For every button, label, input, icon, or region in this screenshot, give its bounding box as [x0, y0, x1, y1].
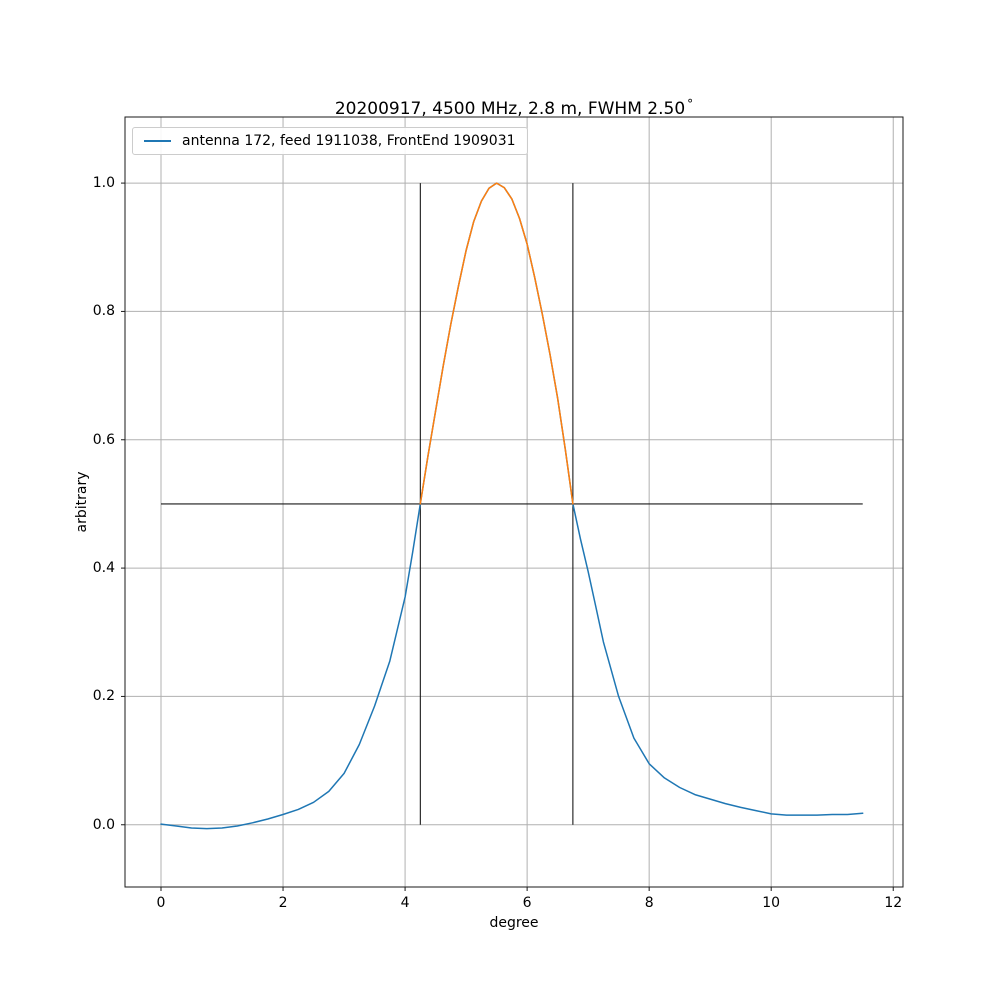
- x-tick-label: 0: [156, 895, 166, 911]
- beam-curve: [160, 182, 864, 830]
- x-tick-label: 12: [884, 895, 903, 911]
- chart-title: 20200917, 4500 MHz, 2.8 m, FWHM 2.50 °: [125, 94, 903, 119]
- x-tick-label: 2: [278, 895, 288, 911]
- y-tick-label: 0.6: [92, 431, 115, 448]
- y-tick-label: 0.8: [92, 303, 115, 320]
- x-tick-label: 10: [762, 895, 781, 911]
- y-axis-label-text: arbitrary: [74, 471, 90, 533]
- half-power-curve: [419, 182, 574, 505]
- y-tick-label: 0.2: [92, 688, 115, 705]
- chart-title-text: 20200917, 4500 MHz, 2.8 m, FWHM 2.50: [334, 99, 686, 119]
- x-axis-label: degree: [489, 915, 539, 931]
- legend: antenna 172, feed 1911038, FrontEnd 1909…: [132, 127, 528, 155]
- x-tick-label: 4: [400, 895, 410, 911]
- degree-symbol: °: [687, 97, 694, 111]
- y-tick-label: 0.4: [92, 560, 115, 577]
- legend-line-sample: [144, 140, 171, 142]
- x-tick-label: 8: [644, 895, 654, 911]
- plot-border: [124, 116, 904, 888]
- legend-label: antenna 172, feed 1911038, FrontEnd 1909…: [182, 133, 516, 149]
- y-tick-label: 0.0: [92, 816, 115, 833]
- y-tick-label: 1.0: [92, 175, 115, 192]
- x-tick-label: 6: [522, 895, 532, 911]
